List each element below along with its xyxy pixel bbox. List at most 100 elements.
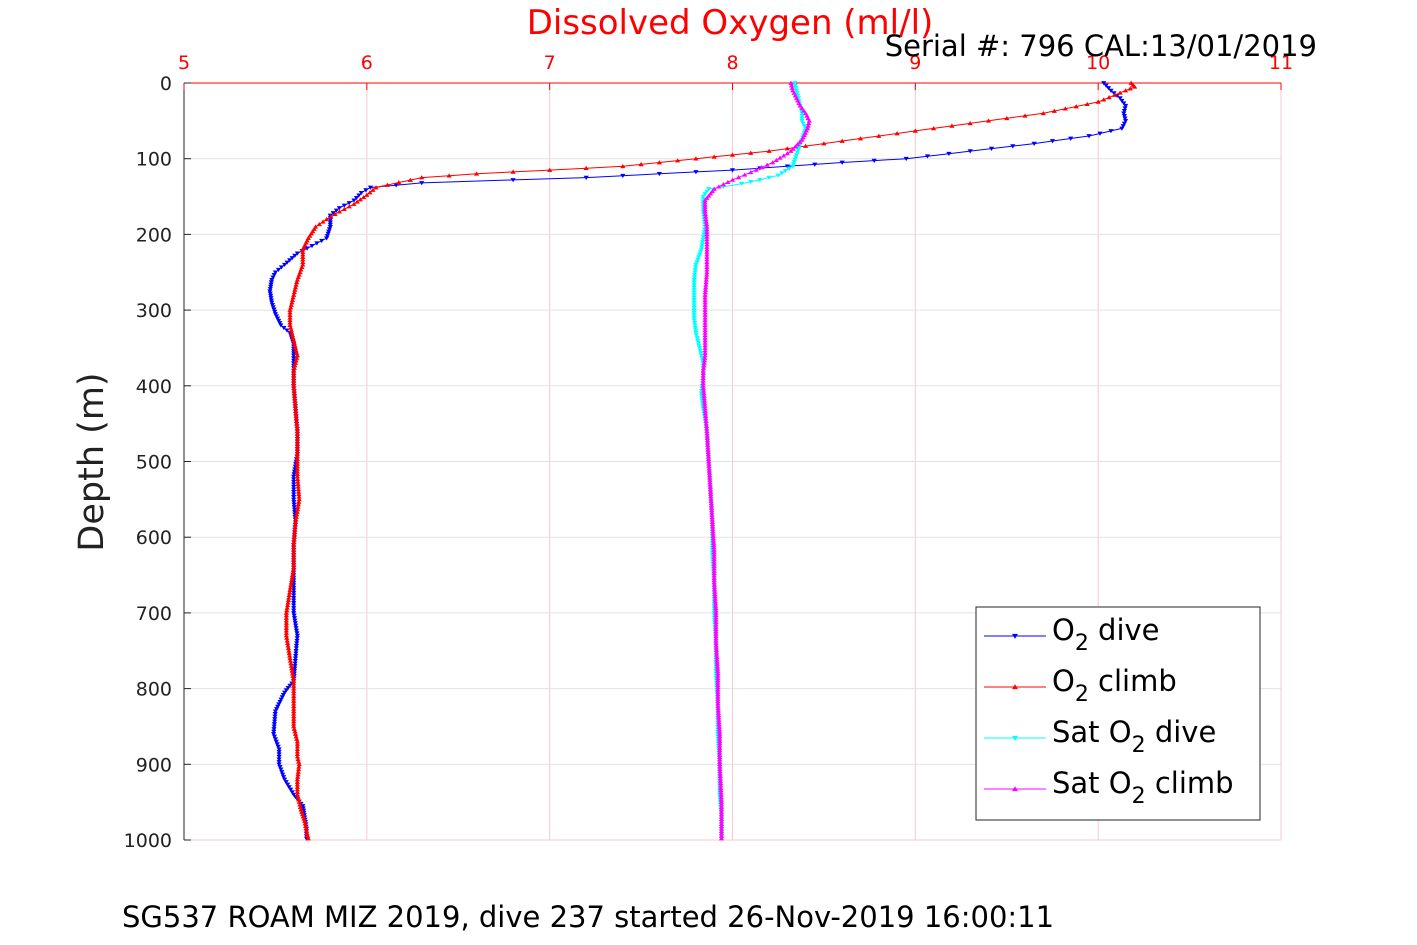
data-point bbox=[291, 351, 297, 356]
data-point bbox=[700, 383, 706, 388]
data-point bbox=[294, 751, 300, 757]
data-point bbox=[293, 646, 299, 651]
data-point bbox=[704, 224, 710, 229]
data-point bbox=[287, 653, 293, 658]
data-point bbox=[704, 428, 710, 434]
data-point bbox=[705, 447, 711, 452]
data-point bbox=[279, 770, 285, 775]
data-point bbox=[706, 466, 712, 471]
data-point bbox=[697, 348, 703, 353]
data-point bbox=[284, 260, 290, 265]
data-point bbox=[702, 338, 708, 343]
data-point bbox=[290, 570, 296, 575]
data-point bbox=[293, 282, 299, 287]
data-point bbox=[314, 241, 320, 246]
data-point bbox=[704, 264, 710, 270]
data-point bbox=[396, 180, 402, 185]
data-point bbox=[702, 310, 708, 315]
data-point bbox=[793, 88, 800, 93]
data-point bbox=[271, 729, 277, 734]
data-point bbox=[702, 343, 708, 348]
data-point bbox=[274, 707, 280, 712]
data-point bbox=[701, 391, 707, 396]
data-point bbox=[791, 162, 797, 167]
data-point bbox=[296, 797, 302, 802]
data-point bbox=[704, 232, 710, 237]
data-point bbox=[702, 348, 708, 353]
data-point bbox=[291, 368, 297, 373]
data-point bbox=[718, 819, 725, 824]
data-point bbox=[276, 747, 282, 752]
data-point bbox=[692, 272, 698, 278]
data-point bbox=[712, 589, 718, 594]
data-point bbox=[711, 580, 717, 585]
data-point bbox=[294, 784, 300, 789]
data-point bbox=[283, 780, 289, 785]
data-point bbox=[704, 254, 710, 259]
data-point bbox=[291, 562, 297, 567]
data-point bbox=[282, 690, 288, 695]
data-point bbox=[703, 216, 709, 222]
data-point bbox=[324, 216, 330, 222]
legend-label-subscript: 2 bbox=[1132, 733, 1146, 758]
data-point bbox=[715, 666, 721, 671]
data-point bbox=[717, 764, 723, 769]
data-point bbox=[715, 689, 721, 694]
data-point bbox=[281, 775, 287, 780]
data-point bbox=[691, 275, 697, 280]
data-point bbox=[294, 512, 300, 517]
data-point bbox=[294, 251, 300, 256]
data-point bbox=[1073, 104, 1079, 109]
data-point bbox=[711, 568, 717, 573]
data-point bbox=[294, 454, 300, 459]
data-point bbox=[325, 231, 331, 236]
data-point bbox=[300, 814, 306, 819]
data-point bbox=[700, 370, 706, 376]
data-point bbox=[789, 83, 795, 88]
data-point bbox=[703, 423, 710, 429]
data-point bbox=[293, 418, 300, 423]
data-point bbox=[696, 343, 702, 348]
data-point bbox=[292, 664, 298, 669]
data-point bbox=[713, 605, 719, 611]
data-point bbox=[713, 619, 719, 625]
data-point bbox=[291, 703, 297, 709]
data-point bbox=[713, 645, 719, 650]
data-point bbox=[299, 811, 306, 817]
data-point bbox=[710, 536, 716, 541]
data-point bbox=[692, 320, 698, 326]
data-point bbox=[292, 656, 299, 661]
data-point bbox=[294, 638, 300, 644]
legend-label: Sat O2 climb bbox=[1052, 766, 1234, 809]
data-point bbox=[729, 152, 736, 157]
data-point bbox=[295, 504, 301, 509]
data-point bbox=[707, 475, 713, 480]
data-point bbox=[293, 628, 300, 633]
data-point bbox=[704, 431, 710, 436]
data-point bbox=[292, 731, 299, 736]
data-point bbox=[702, 345, 708, 350]
legend-item: Sat O2 climb bbox=[984, 766, 1234, 809]
data-point bbox=[697, 346, 703, 351]
data-point bbox=[327, 224, 333, 230]
data-point bbox=[700, 373, 706, 378]
legend-label-prefix: Sat O bbox=[1052, 766, 1132, 800]
data-point bbox=[293, 734, 299, 739]
data-point bbox=[358, 190, 364, 196]
data-point bbox=[702, 411, 709, 416]
data-point bbox=[351, 201, 357, 206]
data-point bbox=[711, 575, 717, 580]
data-point bbox=[717, 752, 723, 757]
data-point bbox=[703, 219, 709, 224]
data-point bbox=[693, 170, 699, 175]
data-point bbox=[271, 272, 277, 278]
data-point bbox=[446, 173, 452, 178]
data-point bbox=[704, 249, 710, 254]
data-point bbox=[701, 360, 707, 365]
data-point bbox=[1112, 92, 1118, 97]
data-point bbox=[699, 245, 705, 250]
data-point bbox=[695, 257, 701, 262]
data-point bbox=[702, 353, 708, 358]
data-point bbox=[583, 165, 589, 171]
data-point bbox=[691, 280, 697, 285]
